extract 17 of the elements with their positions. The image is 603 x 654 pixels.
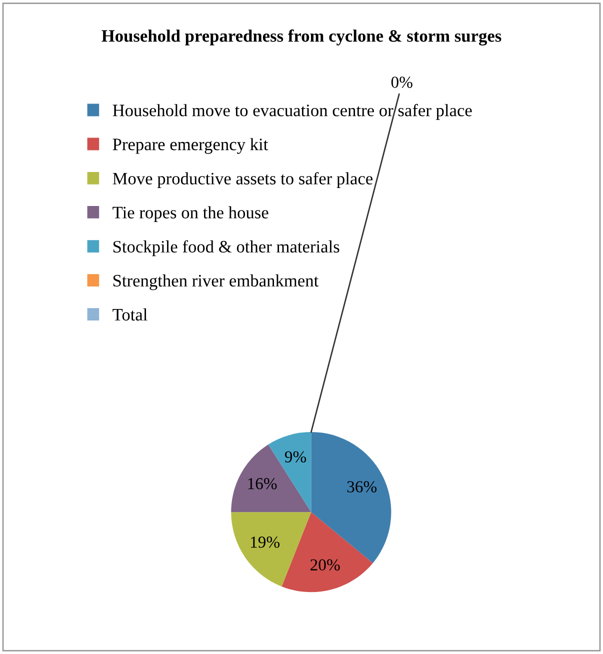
legend-label: Move productive assets to safer place — [112, 172, 372, 188]
legend-label: Strengthen river embankment — [113, 274, 319, 290]
data-label: 9% — [284, 451, 306, 462]
legend-label: Tie ropes on the house — [112, 206, 268, 222]
chart-title: Household preparedness from cyclone & storm surges — [102, 29, 502, 46]
data-label: 16% — [248, 478, 277, 490]
data-label: 19% — [250, 536, 280, 548]
legend-label: Household move to evacuation centre or safer place — [112, 104, 472, 120]
pie-slice — [231, 512, 312, 587]
legend-label: Prepare emergency kit — [112, 138, 268, 154]
legend-label: Stockpile food & other materials — [113, 240, 340, 256]
text: 0% — [391, 76, 412, 88]
pie-slice — [231, 444, 312, 512]
pie-slice — [282, 512, 373, 592]
data-label: 36% — [347, 481, 377, 492]
legend-label: Total — [112, 308, 148, 321]
data-label: 20% — [310, 559, 340, 571]
